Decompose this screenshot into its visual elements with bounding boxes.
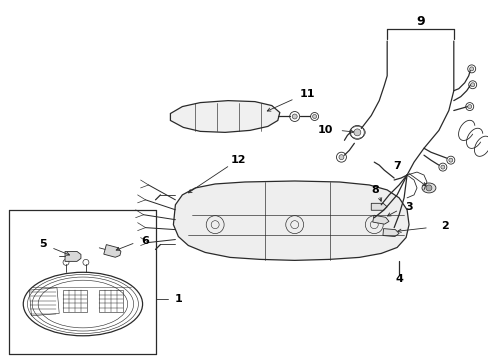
- Text: 6: 6: [142, 235, 149, 246]
- Bar: [29, 288, 59, 316]
- Circle shape: [469, 67, 473, 71]
- Ellipse shape: [421, 183, 435, 193]
- Circle shape: [448, 158, 452, 162]
- Polygon shape: [65, 251, 81, 261]
- Text: 2: 2: [440, 221, 447, 231]
- Circle shape: [467, 105, 471, 109]
- Bar: [99, 290, 122, 312]
- Text: 1: 1: [174, 294, 182, 304]
- Circle shape: [292, 114, 297, 119]
- Bar: [63, 290, 87, 312]
- Polygon shape: [372, 215, 388, 224]
- Text: 10: 10: [317, 125, 332, 135]
- Text: 11: 11: [299, 89, 315, 99]
- Circle shape: [338, 155, 343, 159]
- Text: 8: 8: [370, 185, 378, 195]
- Text: 3: 3: [405, 202, 412, 212]
- Circle shape: [425, 185, 431, 191]
- Polygon shape: [370, 203, 386, 210]
- Circle shape: [440, 165, 444, 169]
- Text: 9: 9: [416, 15, 425, 28]
- Text: 4: 4: [394, 274, 402, 284]
- Polygon shape: [382, 229, 398, 237]
- Polygon shape: [173, 181, 408, 260]
- Polygon shape: [103, 244, 121, 257]
- Circle shape: [470, 83, 474, 87]
- Polygon shape: [170, 100, 279, 132]
- Text: 12: 12: [230, 155, 245, 165]
- Text: 7: 7: [392, 161, 400, 171]
- Circle shape: [353, 129, 360, 136]
- Circle shape: [312, 114, 316, 118]
- Text: 5: 5: [39, 239, 47, 249]
